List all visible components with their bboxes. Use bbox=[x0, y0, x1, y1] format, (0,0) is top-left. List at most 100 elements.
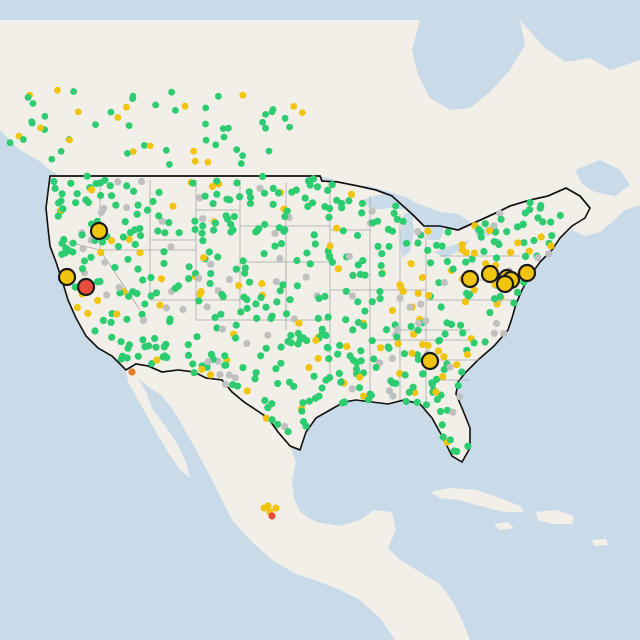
station-dot[interactable] bbox=[409, 383, 417, 391]
station-dot[interactable] bbox=[500, 330, 508, 338]
station-dot[interactable] bbox=[338, 399, 347, 407]
station-dot[interactable] bbox=[305, 363, 313, 372]
station-dot[interactable] bbox=[114, 114, 122, 121]
station-dot[interactable] bbox=[401, 371, 409, 379]
station-dot[interactable] bbox=[312, 336, 320, 344]
station-dot[interactable] bbox=[48, 155, 56, 163]
station-dot[interactable] bbox=[497, 215, 505, 223]
station-dot[interactable] bbox=[227, 220, 235, 228]
station-dot[interactable] bbox=[257, 352, 265, 360]
station-dot[interactable] bbox=[156, 301, 164, 309]
station-dot[interactable] bbox=[440, 365, 448, 374]
station-dot[interactable] bbox=[268, 312, 276, 320]
station-dot[interactable] bbox=[315, 294, 323, 302]
station-dot[interactable] bbox=[354, 318, 362, 327]
station-dot[interactable] bbox=[117, 338, 125, 346]
station-dot[interactable] bbox=[282, 310, 291, 318]
station-dot[interactable] bbox=[446, 363, 454, 371]
station-dot[interactable] bbox=[510, 299, 518, 307]
station-dot[interactable] bbox=[491, 227, 499, 235]
station-dot[interactable] bbox=[311, 394, 320, 402]
station-dot[interactable] bbox=[199, 222, 207, 230]
station-dot[interactable] bbox=[252, 300, 260, 308]
station-dot[interactable] bbox=[190, 147, 198, 155]
station-dot[interactable] bbox=[414, 289, 422, 297]
station-dot[interactable] bbox=[37, 124, 44, 132]
station-dot[interactable] bbox=[424, 292, 433, 300]
station-dot[interactable] bbox=[466, 291, 474, 299]
station-dot[interactable] bbox=[390, 209, 398, 217]
station-dot[interactable] bbox=[272, 365, 280, 373]
station-dot[interactable] bbox=[293, 256, 301, 265]
station-dot[interactable] bbox=[519, 221, 527, 229]
station-dot[interactable] bbox=[453, 361, 461, 369]
station-dot[interactable] bbox=[492, 254, 501, 262]
station-dot[interactable] bbox=[328, 181, 336, 189]
station-dot[interactable] bbox=[246, 199, 254, 208]
station-dot[interactable] bbox=[299, 418, 308, 426]
station-dot[interactable] bbox=[260, 189, 269, 197]
station-dot[interactable] bbox=[486, 227, 494, 235]
station-dot[interactable] bbox=[281, 213, 289, 221]
station-dot[interactable] bbox=[166, 315, 174, 323]
station-dot[interactable] bbox=[160, 248, 168, 256]
station-dot[interactable] bbox=[134, 352, 142, 360]
station-dot[interactable] bbox=[97, 248, 105, 257]
station-dot[interactable] bbox=[115, 283, 123, 291]
station-dot[interactable] bbox=[237, 160, 245, 167]
station-dot[interactable] bbox=[450, 447, 458, 455]
station-dot[interactable] bbox=[91, 327, 99, 335]
station-dot[interactable] bbox=[200, 254, 208, 262]
station-dot[interactable] bbox=[459, 246, 467, 254]
station-dot[interactable] bbox=[208, 182, 216, 191]
station-dot[interactable] bbox=[220, 133, 228, 141]
station-dot[interactable] bbox=[243, 339, 251, 348]
station-dot[interactable] bbox=[277, 343, 285, 351]
station-dot[interactable] bbox=[243, 387, 251, 395]
station-dot[interactable] bbox=[358, 199, 366, 207]
station-dot[interactable] bbox=[305, 397, 313, 405]
station-dot[interactable] bbox=[96, 179, 104, 187]
station-dot[interactable] bbox=[123, 103, 130, 111]
station-dot[interactable] bbox=[134, 201, 142, 209]
station-dot[interactable] bbox=[388, 227, 396, 235]
station-dot[interactable] bbox=[368, 337, 376, 345]
highlighted-station-marker[interactable] bbox=[480, 264, 500, 284]
station-dot[interactable] bbox=[213, 190, 221, 198]
station-dot[interactable] bbox=[172, 107, 179, 114]
station-dot[interactable] bbox=[454, 381, 462, 390]
station-dot[interactable] bbox=[372, 363, 380, 371]
station-dot[interactable] bbox=[309, 175, 318, 183]
station-dot[interactable] bbox=[219, 125, 227, 132]
station-dot[interactable] bbox=[438, 242, 446, 250]
station-dot[interactable] bbox=[326, 204, 334, 213]
station-dot[interactable] bbox=[366, 390, 374, 398]
station-dot[interactable] bbox=[209, 200, 217, 208]
station-dot[interactable] bbox=[384, 343, 392, 351]
station-dot[interactable] bbox=[277, 359, 285, 367]
station-dot[interactable] bbox=[432, 388, 440, 396]
station-dot[interactable] bbox=[161, 229, 169, 237]
station-dot[interactable] bbox=[145, 342, 153, 350]
station-dot[interactable] bbox=[101, 258, 109, 266]
station-dot[interactable] bbox=[547, 218, 555, 226]
station-dot[interactable] bbox=[394, 340, 402, 348]
highlighted-station-marker[interactable] bbox=[517, 263, 537, 283]
station-dot[interactable] bbox=[295, 319, 303, 327]
station-dot[interactable] bbox=[251, 375, 259, 383]
station-dot[interactable] bbox=[273, 298, 281, 306]
station-dot[interactable] bbox=[198, 365, 206, 374]
station-dot[interactable] bbox=[154, 227, 162, 235]
station-dot[interactable] bbox=[196, 290, 204, 298]
station-dot[interactable] bbox=[343, 342, 351, 351]
station-dot[interactable] bbox=[193, 333, 201, 341]
station-dot[interactable] bbox=[51, 184, 59, 192]
station-dot[interactable] bbox=[82, 196, 90, 204]
station-dot[interactable] bbox=[141, 300, 149, 308]
station-dot[interactable] bbox=[148, 360, 156, 368]
station-dot[interactable] bbox=[231, 374, 239, 382]
station-dot[interactable] bbox=[114, 242, 122, 251]
station-dot[interactable] bbox=[239, 364, 247, 372]
station-dot[interactable] bbox=[256, 184, 264, 192]
station-dot[interactable] bbox=[204, 358, 212, 366]
